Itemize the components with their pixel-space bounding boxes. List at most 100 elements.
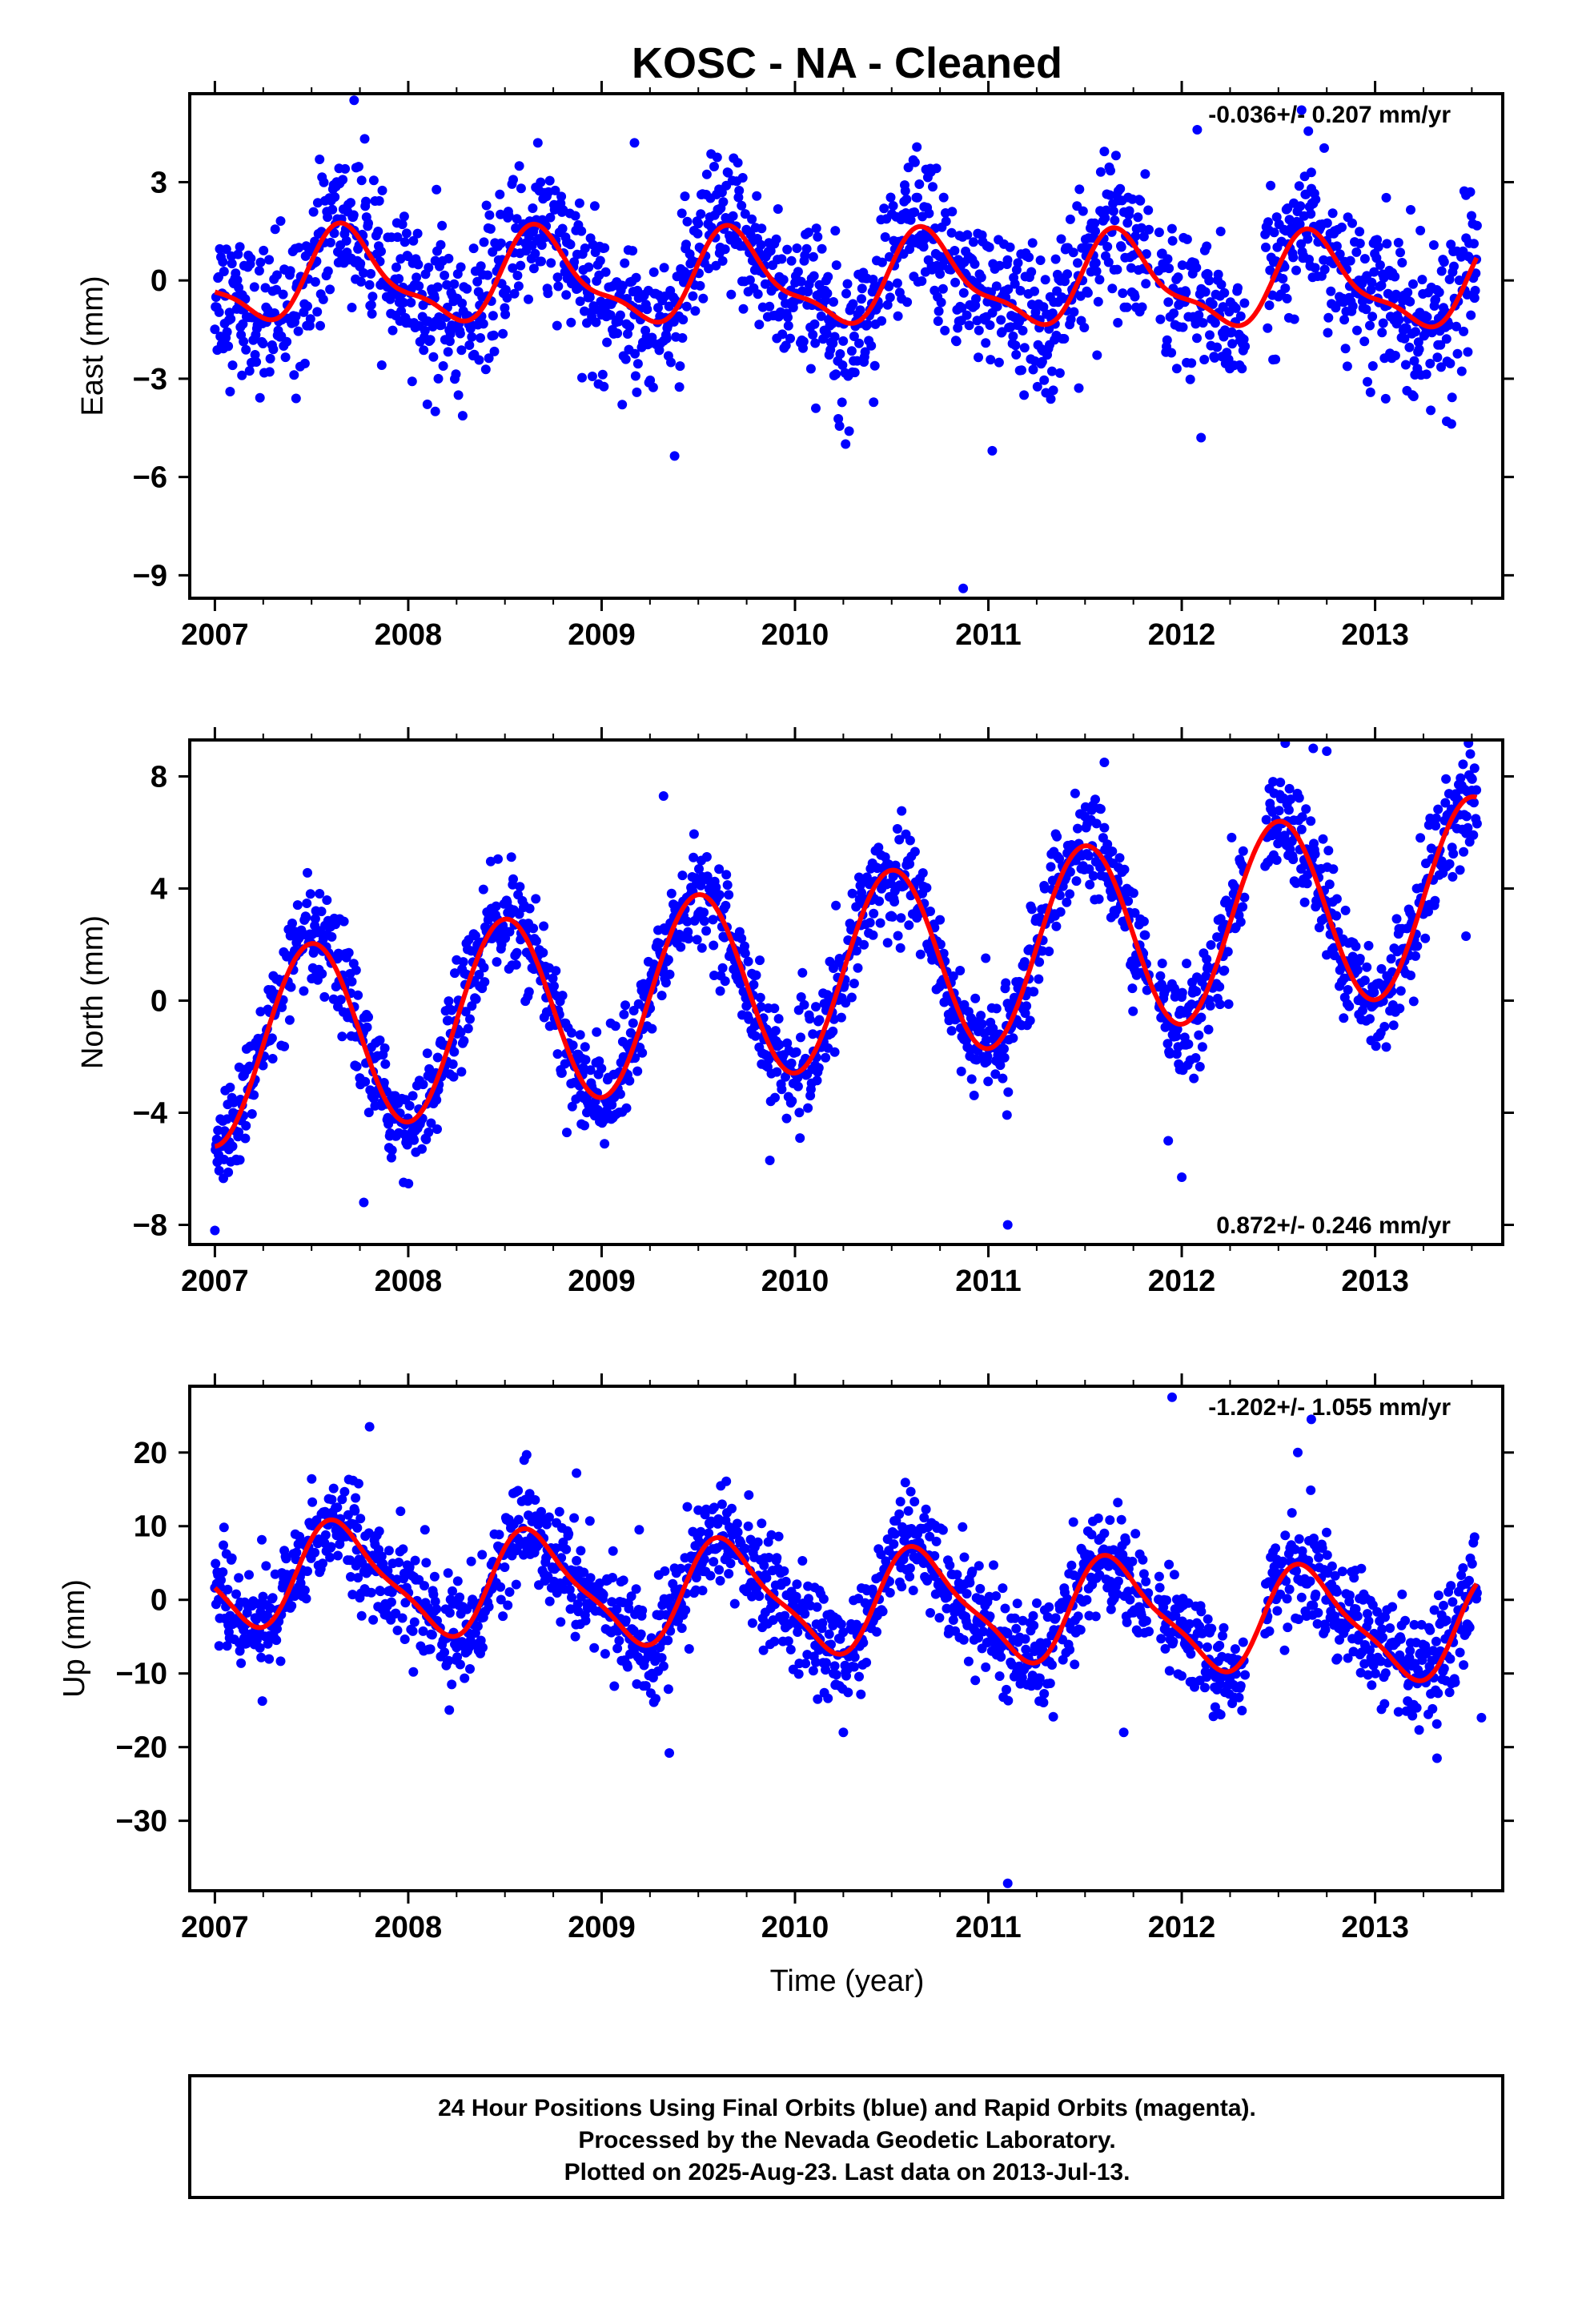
north-data-point xyxy=(1351,941,1361,951)
east-data-point xyxy=(1143,205,1154,215)
up-data-point xyxy=(320,1530,331,1540)
east-data-point xyxy=(1210,352,1220,363)
east-data-point xyxy=(310,277,320,287)
north-data-point xyxy=(998,1073,1008,1084)
east-data-point xyxy=(1240,341,1251,352)
east-data-point xyxy=(484,210,495,220)
east-data-point xyxy=(745,275,755,285)
east-data-point xyxy=(565,239,576,250)
east-data-point xyxy=(877,257,887,267)
east-data-point xyxy=(848,299,858,309)
north-data-point xyxy=(750,1031,761,1041)
north-data-point xyxy=(1310,849,1320,859)
east-data-point xyxy=(1405,296,1415,307)
up-data-point xyxy=(900,1478,910,1488)
north-data-point xyxy=(575,1030,585,1040)
east-data-point xyxy=(1413,337,1423,348)
up-data-point xyxy=(829,1661,840,1671)
east-data-point xyxy=(254,266,264,276)
east-data-point xyxy=(543,288,553,299)
east-data-point xyxy=(1130,231,1141,242)
north-data-point xyxy=(310,914,320,924)
east-data-point xyxy=(1319,264,1330,275)
east-data-point xyxy=(1382,239,1392,249)
up-data-point xyxy=(926,1608,935,1618)
north-data-point xyxy=(1002,1110,1012,1120)
east-data-point xyxy=(1103,257,1114,267)
east-data-point xyxy=(830,226,841,236)
up-data-point xyxy=(231,1589,241,1599)
north-data-point xyxy=(1090,794,1100,805)
east-data-point xyxy=(223,341,234,352)
east-data-point xyxy=(693,219,704,229)
east-data-point xyxy=(366,268,376,279)
north-data-point xyxy=(244,1061,255,1072)
east-data-point xyxy=(433,373,444,384)
east-data-point xyxy=(1066,314,1076,324)
east-data-point xyxy=(1068,247,1078,258)
up-data-point xyxy=(353,1478,363,1489)
north-data-point xyxy=(328,994,339,1004)
east-data-point xyxy=(680,191,690,202)
north-data-point xyxy=(628,1018,638,1028)
east-data-point xyxy=(1091,266,1102,276)
east-data-point xyxy=(484,353,494,364)
north-data-point xyxy=(339,916,349,927)
east-data-point xyxy=(1065,214,1075,224)
up-data-point xyxy=(503,1600,513,1610)
east-data-point xyxy=(569,257,580,267)
north-data-point xyxy=(665,969,675,979)
east-data-point xyxy=(829,332,840,342)
up-data-point xyxy=(408,1667,419,1677)
north-outlier-point xyxy=(765,1156,775,1165)
up-data-point xyxy=(1003,1695,1014,1706)
up-data-point xyxy=(580,1615,591,1626)
east-data-point xyxy=(717,255,728,266)
up-data-point xyxy=(374,1526,384,1537)
east-data-point xyxy=(234,283,244,293)
north-data-point xyxy=(1301,804,1311,814)
north-y-tick-label: −4 xyxy=(133,1097,167,1131)
up-data-point xyxy=(996,1652,1006,1662)
east-data-point xyxy=(329,228,339,239)
north-data-point xyxy=(1026,904,1037,915)
up-data-point xyxy=(554,1506,564,1517)
up-data-point xyxy=(216,1575,226,1586)
east-outlier-point xyxy=(987,445,998,456)
east-data-point xyxy=(1415,225,1426,235)
up-data-point xyxy=(682,1502,693,1512)
up-data-point xyxy=(677,1623,687,1634)
east-data-point xyxy=(1115,183,1126,194)
east-data-point xyxy=(1155,314,1166,324)
east-data-point xyxy=(757,223,767,234)
north-outlier-point xyxy=(1177,1172,1187,1182)
north-data-point xyxy=(1271,855,1282,865)
east-data-point xyxy=(1078,206,1088,216)
east-data-point xyxy=(808,251,818,262)
north-data-point xyxy=(1363,940,1374,951)
east-data-point xyxy=(330,192,340,202)
east-data-point xyxy=(653,303,663,313)
east-data-point xyxy=(1017,365,1026,376)
east-data-point xyxy=(1110,151,1121,161)
up-data-point xyxy=(498,1611,508,1622)
up-data-point xyxy=(421,1558,432,1568)
up-data-point xyxy=(877,1606,888,1617)
east-data-point xyxy=(740,209,750,219)
east-data-point xyxy=(811,403,821,413)
north-data-point xyxy=(969,1090,979,1100)
up-data-point xyxy=(440,1647,450,1658)
north-data-point xyxy=(1355,954,1365,963)
east-data-point xyxy=(1467,211,1476,221)
east-data-point xyxy=(1047,308,1058,319)
north-data-point xyxy=(319,991,330,1002)
east-data-point xyxy=(414,281,424,292)
north-data-point xyxy=(316,907,327,917)
north-data-point xyxy=(247,1109,257,1119)
east-data-point xyxy=(1362,271,1372,281)
east-data-point xyxy=(991,281,1002,292)
north-data-point xyxy=(1331,894,1342,904)
north-data-point xyxy=(966,1074,977,1084)
